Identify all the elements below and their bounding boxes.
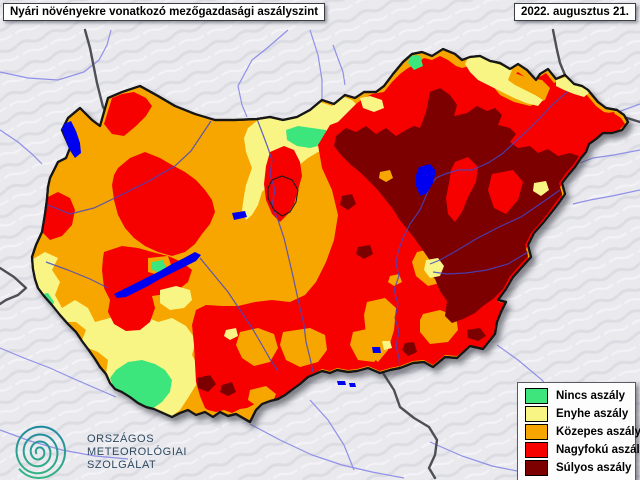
legend-swatch-mild [525, 405, 548, 422]
legend-label: Súlyos aszály [556, 461, 632, 474]
rivers-inside [45, 91, 568, 373]
omsz-logo-text: ORSZÁGOS METEOROLÓGIAI SZOLGÁLAT [87, 433, 187, 472]
legend-swatch-none [525, 387, 548, 404]
omsz-spiral-icon [15, 425, 66, 479]
hungary-border [30, 47, 630, 424]
lake-tisza [416, 164, 436, 196]
legend-label: Nagyfokú aszály [556, 443, 640, 456]
omsz-logo: ORSZÁGOS METEOROLÓGIAI SZOLGÁLAT [10, 423, 187, 480]
legend-item-high: Nagyfokú aszály [525, 441, 640, 458]
lake-balaton [114, 252, 201, 298]
logo-line-1: ORSZÁGOS [87, 432, 155, 445]
legend-swatch-severe [525, 459, 548, 476]
legend-label: Nincs aszály [556, 389, 626, 402]
legend-swatch-high [525, 441, 548, 458]
lake-velence [232, 211, 247, 220]
logo-line-3: SZOLGÁLAT [87, 458, 157, 471]
legend-label: Közepes aszály [556, 425, 640, 438]
border-lakes [62, 121, 356, 387]
legend-item-medium: Közepes aszály [525, 423, 640, 440]
lake-ferto [62, 121, 81, 158]
lakes [114, 164, 436, 353]
rivers-outside [0, 29, 640, 479]
legend-item-severe: Súlyos aszály [525, 459, 635, 476]
legend-item-none: Nincs aszály [525, 387, 635, 404]
legend-item-mild: Enyhe aszály [525, 405, 635, 422]
budapest-outline [267, 175, 299, 217]
hungary-region [30, 47, 630, 424]
legend-label: Enyhe aszály [556, 407, 629, 420]
legend: Nincs aszály Enyhe aszály Közepes aszály… [517, 382, 640, 480]
map-date: 2022. augusztus 21. [513, 3, 636, 21]
map-title: Nyári növényekre vonatkozó mezőgazdasági… [3, 3, 326, 21]
drought-zones [32, 55, 625, 416]
logo-line-2: METEOROLÓGIAI [87, 445, 188, 458]
legend-swatch-medium [525, 423, 548, 440]
